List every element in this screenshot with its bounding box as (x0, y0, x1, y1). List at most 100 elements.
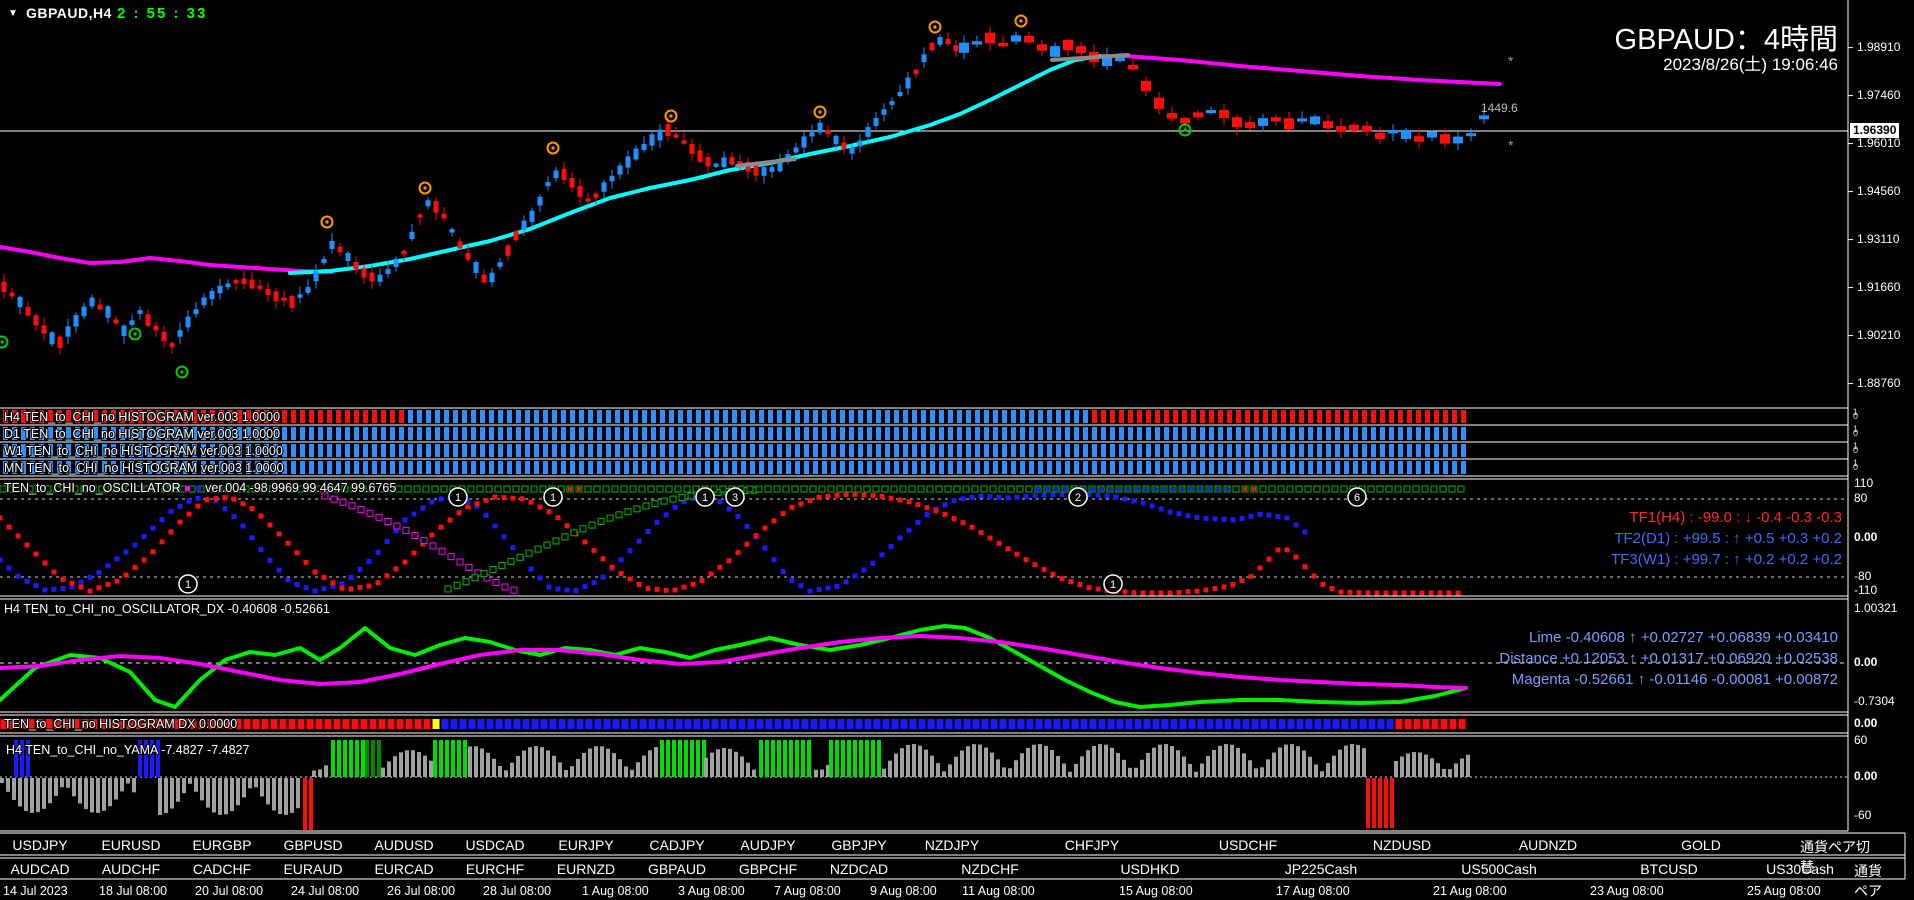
oscillator-dx-label: H4 TEN_to_CHI_no_OSCILLATOR_DX -0.40608 … (4, 602, 330, 616)
pair-tab-GBPJPY[interactable]: GBPJPY (831, 837, 887, 853)
svg-text:1: 1 (455, 492, 461, 504)
price-tick-label: 1.96010 (1857, 135, 1901, 150)
pair-tab-NZDCHF[interactable]: NZDCHF (961, 861, 1019, 877)
price-tick-label: 1.98910 (1857, 39, 1901, 54)
pair-tab-AUDCAD[interactable]: AUDCAD (10, 861, 70, 877)
symbol-period-label: GBPAUD,H4 (26, 5, 112, 21)
oscillator-magenta-swatch-icon (185, 486, 191, 492)
oscillator-scale-label: -80 (1854, 569, 1872, 583)
pair-tab-GBPAUD[interactable]: GBPAUD (647, 861, 707, 877)
pair-tab-GOLD[interactable]: GOLD (1681, 837, 1721, 853)
pair-tab-BTCUSD[interactable]: BTCUSD (1640, 861, 1698, 877)
time-axis-label: 26 Jul 08:00 (387, 884, 456, 898)
hist-row-label-mn: MN TEN_to_CHI_no HISTOGRAM ver.003 1.000… (4, 461, 284, 475)
hist-row-label-h4: H4 TEN_to_CHI_no HISTOGRAM ver.003 1.000… (4, 410, 281, 424)
yama-scale-label: 0.00 (1854, 769, 1878, 783)
current-price-badge: 1.96390 (1850, 123, 1900, 138)
svg-text:1: 1 (702, 492, 708, 504)
svg-text:6: 6 (1354, 492, 1360, 504)
dx-scale-label: -0.7304 (1854, 694, 1895, 708)
price-callout-label: 1449.6 (1481, 101, 1518, 115)
price-tick-label: 1.94560 (1857, 183, 1901, 198)
pair-tab-NZDUSD[interactable]: NZDUSD (1372, 837, 1432, 853)
pair-tab-GBPUSD[interactable]: GBPUSD (283, 837, 343, 853)
pair-tab-EURAUD[interactable]: EURAUD (283, 861, 343, 877)
pair-tab-EURCAD[interactable]: EURCAD (374, 861, 434, 877)
time-axis-label: 17 Aug 08:00 (1276, 884, 1350, 898)
tf2-readout: TF2(D1) : +99.5 : ↑ +0.5 +0.3 +0.2 (1614, 530, 1842, 547)
pair-tab-AUDJPY[interactable]: AUDJPY (740, 837, 796, 853)
oscillator-label: TEN_to_CHI_no_OSCILLATOR ver.004 -98.996… (4, 481, 397, 495)
yama-label: H4 TEN_to_CHI_no_YAMA -7.4827 -7.4827 (6, 743, 250, 757)
pair-tab-USDJPY[interactable]: USDJPY (12, 837, 68, 853)
oscillator-scale-label: 80 (1854, 491, 1868, 505)
pair-tab-CADJPY[interactable]: CADJPY (649, 837, 705, 853)
dx-legend-line-2: Distance +0.12053 ↑ +0.01317 +0.06920 +0… (1499, 650, 1838, 667)
time-axis-label: 20 Jul 08:00 (195, 884, 264, 898)
pair-tab-AUDCHF[interactable]: AUDCHF (101, 861, 161, 877)
price-tick-label: 1.93110 (1857, 231, 1900, 246)
dx-scale-label: 0.00 (1854, 655, 1878, 669)
pair-tab-USDCAD[interactable]: USDCAD (465, 837, 525, 853)
pair-tab-AUDNZD[interactable]: AUDNZD (1518, 837, 1578, 853)
svg-text:3: 3 (732, 492, 738, 504)
time-axis-label: 18 Jul 08:00 (99, 884, 168, 898)
pair-tab-NZDJPY[interactable]: NZDJPY (924, 837, 980, 853)
time-axis-label: 24 Jul 08:00 (291, 884, 360, 898)
tf3-readout: TF3(W1) : +99.7 : ↑ +0.2 +0.2 +0.2 (1611, 551, 1842, 568)
histogram-dx-label: TEN_to_CHI_no HISTOGRAM DX 0.0000 (4, 717, 238, 731)
pair-tab-USDCHF[interactable]: USDCHF (1218, 837, 1278, 853)
dx-scale-label: 1.00321 (1854, 601, 1898, 615)
chart-datetime: 2023/8/26(土) 19:06:46 (1663, 55, 1838, 74)
pair-tab-JP225Cash[interactable]: JP225Cash (1284, 861, 1358, 877)
time-axis-label: 3 Aug 08:00 (678, 884, 745, 898)
pair-tab-CHFJPY[interactable]: CHFJPY (1064, 837, 1120, 853)
oscillator-scale-label: 110 (1854, 476, 1874, 490)
time-axis-label: 1 Aug 08:00 (582, 884, 649, 898)
time-axis-label: 11 Aug 08:00 (962, 884, 1035, 898)
svg-text:1: 1 (550, 492, 556, 504)
price-tick-label: 1.91660 (1857, 279, 1901, 294)
pair-tab-USDHKD[interactable]: USDHKD (1120, 861, 1180, 877)
pair-tab-EURNZD[interactable]: EURNZD (556, 861, 616, 877)
time-axis-label: 14 Jul 2023 (3, 884, 68, 898)
pair-switch-button[interactable]: 通貨ペア切替 (1854, 863, 1882, 899)
yama-scale-label: -60 (1854, 808, 1872, 822)
pair-tab-CADCHF[interactable]: CADCHF (192, 861, 252, 877)
pair-tab-EURGBP[interactable]: EURGBP (192, 837, 252, 853)
time-axis-label: 7 Aug 08:00 (774, 884, 841, 898)
price-tick-label: 1.97460 (1857, 87, 1901, 102)
oscillator-scale-label: 0.00 (1854, 530, 1878, 544)
tf1-readout: TF1(H4) : -99.0 : ↓ -0.4 -0.3 -0.3 (1629, 509, 1842, 526)
svg-text:2: 2 (1075, 492, 1081, 504)
dx-legend-line-3: Magenta -0.52661 ↑ -0.01146 -0.00081 +0.… (1511, 671, 1838, 688)
candle-countdown-timer: 2 : 55 : 33 (117, 5, 208, 22)
svg-text:1: 1 (1110, 579, 1116, 591)
asterisk-marker-bottom: * (1508, 137, 1514, 153)
pair-tab-US30Cash[interactable]: US30Cash (1766, 861, 1834, 877)
asterisk-marker-top: * (1508, 53, 1514, 69)
pair-tab-US500Cash[interactable]: US500Cash (1461, 861, 1537, 877)
oscillator-blue-swatch-icon (195, 486, 201, 492)
yama-scale-label: 60 (1854, 733, 1868, 747)
price-tick-label: 1.90210 (1857, 327, 1901, 342)
pair-tab-AUDUSD[interactable]: AUDUSD (374, 837, 434, 853)
symbol-dropdown-icon[interactable]: ▼ (8, 8, 18, 19)
time-axis-label: 21 Aug 08:00 (1433, 884, 1507, 898)
dx-legend-line-1: Lime -0.40608 ↑ +0.02727 +0.06839 +0.034… (1528, 629, 1838, 646)
pair-tab-EURCHF[interactable]: EURCHF (465, 861, 525, 877)
pair-tab-EURJPY[interactable]: EURJPY (558, 837, 614, 853)
pair-switch-button[interactable]: 通貨ペア切替 (1800, 839, 1870, 875)
time-axis-label: 15 Aug 08:00 (1119, 884, 1193, 898)
hist-row-label-d1: D1 TEN_to_CHI_no HISTOGRAM ver.003 1.000… (4, 427, 281, 441)
pair-tab-GBPCHF[interactable]: GBPCHF (738, 861, 798, 877)
time-axis-label: 9 Aug 08:00 (870, 884, 937, 898)
oscillator-scale-label: -110 (1854, 583, 1878, 597)
pair-tab-NZDCAD[interactable]: NZDCAD (829, 861, 889, 877)
pair-tab-EURUSD[interactable]: EURUSD (101, 837, 161, 853)
